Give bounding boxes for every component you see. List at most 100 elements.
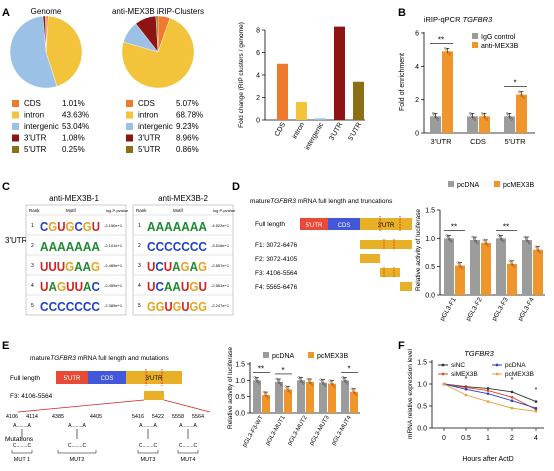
cds-box: [328, 218, 360, 230]
motif-rank: 4: [138, 283, 141, 289]
motif-header-rank: Rank: [136, 208, 147, 213]
category-label: pGL3-F3: [491, 296, 510, 322]
genome-slice: [45, 15, 83, 87]
fragment-label: F1: 3072-6476: [255, 242, 298, 249]
x-tick-label: 1: [486, 435, 490, 442]
bar-pcMEX3B: [262, 395, 270, 413]
fragment-box: [360, 254, 380, 263]
bar-pcMEX3B: [350, 391, 358, 413]
y-tick-label: 1.0: [235, 378, 245, 385]
fold-change-ylabel: Fold change (RIP clusters / genome): [238, 22, 245, 128]
motif-pvalue: -2.247e+1: [211, 303, 230, 308]
decay-ylabel: mRNA relative expression level: [407, 348, 414, 439]
category-label: pGL3-MUT4: [331, 414, 353, 446]
mut-utr5-label: 5'UTR: [64, 376, 81, 382]
bar-pcMEX3B: [455, 265, 465, 295]
motif-table-1: Rank Motif log P-pvalue 1 CGUGCGU -2.150e+1 2 A…: [25, 204, 129, 316]
bar-IgG control: [467, 116, 478, 133]
decay-point: [510, 406, 514, 410]
motif-header-motif: Motif: [173, 208, 184, 213]
utr5-label: 5'UTR: [306, 223, 323, 229]
decay-point: [442, 382, 446, 386]
y-tick-label: 1.5: [235, 362, 245, 369]
motif-header-p: log P-pvalue: [106, 208, 129, 213]
y-tick-label: 0.5: [235, 394, 245, 401]
legend-swatch: [126, 100, 133, 107]
bar-pcMEX3B: [328, 383, 336, 413]
motif-rank: 1: [31, 223, 34, 229]
mut-utr3-box: [126, 371, 182, 384]
legend-swatch: [126, 123, 133, 130]
decay-point: [534, 400, 538, 403]
fold-cat-label: intron: [291, 121, 306, 140]
y-tick-label: 2: [256, 95, 260, 102]
mut-seq-wt: A........A: [68, 423, 86, 429]
motif-pvalue: -2.857e+1: [211, 263, 230, 268]
mut-position: 5558: [172, 414, 184, 420]
mut-position: 5422: [152, 414, 164, 420]
legend-swatch: [126, 134, 133, 142]
legend-swatch: [12, 146, 19, 153]
significance-mark: **: [438, 35, 444, 44]
y-tick-label: 6: [256, 50, 260, 57]
significance-mark: *: [535, 387, 538, 394]
bar-pcMEX3B: [481, 242, 491, 295]
decay-point: [486, 392, 490, 395]
category-label: pGL3-MUT1: [265, 414, 287, 446]
mut-position: 4106: [6, 414, 18, 420]
mutations-label: Mutations: [5, 436, 34, 443]
clusters-slice: [121, 17, 195, 89]
bar-IgG control: [504, 116, 515, 133]
legend-igg: IgG control: [481, 34, 516, 41]
utr5-box: [300, 218, 328, 230]
full-length-label: Full length: [255, 221, 285, 228]
fragment-label: F3: 4106-5564: [255, 270, 298, 277]
luciferase-e-ylabel: Relative activity of luciferase: [227, 347, 234, 429]
legend-label: 5'UTR: [24, 145, 47, 154]
y-tick-label: 0: [256, 118, 260, 125]
legend-swatch: [12, 134, 19, 142]
motif-pvalue: -2.150e+1: [104, 223, 123, 228]
motif-pvalue: -2.489e+1: [104, 263, 123, 268]
y-tick-label: 0.0: [235, 411, 245, 418]
bar-pcDNA: [253, 380, 261, 413]
legend-swatch: [126, 146, 133, 153]
legend-label: CDS: [24, 99, 41, 108]
decay-legend-label: pcDNA: [505, 362, 526, 369]
motif-rank: 5: [138, 303, 141, 309]
mut-label: MUT2: [70, 457, 85, 463]
utr3-label: 3'UTR: [378, 223, 395, 229]
x-tick-label: 4: [534, 435, 538, 442]
motif-col2-title: anti-MEX3B-2: [158, 194, 208, 203]
bar-pcDNA: [470, 240, 480, 295]
legend-swatch-pcmex3b-e: [308, 352, 314, 358]
motif-header-rank: Rank: [29, 208, 40, 213]
mut-seq-mut: C........C: [179, 443, 198, 449]
bar-anti-MEX3B: [479, 116, 490, 133]
legend-swatch-mex3b: [472, 42, 478, 48]
motif-logo: CCCCCCC: [147, 239, 208, 254]
utr3-box: [360, 218, 412, 230]
motif-pvalue: -2.459e+1: [104, 283, 123, 288]
legend-mex3b: anti-MEX3B: [481, 43, 519, 50]
y-tick-label: 1.0: [425, 236, 435, 243]
bar-pcDNA: [496, 238, 506, 295]
legend-value: 43.63%: [62, 111, 89, 120]
bar-anti-MEX3B: [442, 51, 453, 134]
fold-bar: [315, 118, 326, 120]
significance-mark: *: [347, 364, 350, 373]
y-tick-label: 0.0: [417, 426, 427, 433]
legend-label: 3'UTR: [138, 134, 161, 143]
motif-logo: UCAAUGU: [147, 279, 207, 294]
legend-label: intergenic: [138, 122, 173, 131]
decay-point: [510, 390, 514, 394]
mut-seq-mut: C........C: [68, 443, 87, 449]
motif-header-motif: Motif: [66, 208, 77, 213]
decay-chart: 0.0 0.5 1.0 1.5 * * * 0 0.5 1 2 4 siNC siMEX3B pcDN…: [407, 348, 544, 463]
luciferase-chart-d: 0.0 0.5 1.0 1.5 ** ** pGL3-F1 pGL3-F2 pGL3-F3 p…: [415, 181, 545, 322]
y-tick-label: 1.5: [417, 360, 427, 367]
legend-label: CDS: [138, 99, 155, 108]
legend-swatch: [126, 111, 133, 119]
mut-utr3-label: 3'UTR: [146, 376, 163, 382]
legend-value: 1.01%: [62, 99, 85, 108]
